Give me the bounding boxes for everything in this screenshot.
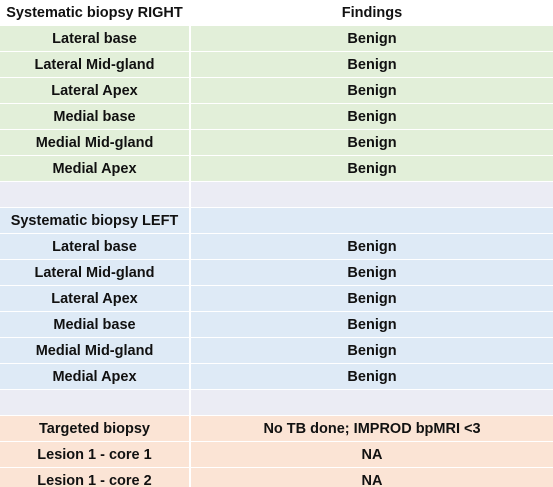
- table-cell: Medial Mid-gland: [0, 130, 191, 155]
- section-title-row: Systematic biopsy RIGHT Findings: [0, 0, 553, 26]
- table-cell: Benign: [191, 260, 553, 285]
- table-cell: Benign: [191, 130, 553, 155]
- section-title-row: Systematic biopsy LEFT: [0, 208, 553, 234]
- table-cell: Findings: [191, 0, 553, 25]
- table-row: Lateral base Benign: [0, 26, 553, 52]
- table-cell: [191, 182, 553, 207]
- table-cell: Lateral Apex: [0, 286, 191, 311]
- table-cell: Medial base: [0, 312, 191, 337]
- table-row: Medial Apex Benign: [0, 364, 553, 390]
- table-row: Lateral Apex Benign: [0, 286, 553, 312]
- table-cell: Lesion 1 - core 2: [0, 468, 191, 487]
- table-row: Lesion 1 - core 2 NA: [0, 468, 553, 487]
- table-row: Lateral Apex Benign: [0, 78, 553, 104]
- table-cell: Benign: [191, 234, 553, 259]
- table-cell: Medial Apex: [0, 156, 191, 181]
- table-cell: [191, 208, 553, 233]
- table-cell: Systematic biopsy RIGHT: [0, 0, 191, 25]
- table-cell: Medial Mid-gland: [0, 338, 191, 363]
- table-cell: Lesion 1 - core 1: [0, 442, 191, 467]
- table-cell: No TB done; IMPROD bpMRI <3: [191, 416, 553, 441]
- table-row: Lateral Mid-gland Benign: [0, 260, 553, 286]
- table-cell: [0, 182, 191, 207]
- table-row: Lesion 1 - core 1 NA: [0, 442, 553, 468]
- table-cell: Systematic biopsy LEFT: [0, 208, 191, 233]
- table-row: Medial base Benign: [0, 104, 553, 130]
- table-cell: Benign: [191, 156, 553, 181]
- spacer-row: [0, 182, 553, 208]
- table-cell: Medial base: [0, 104, 191, 129]
- table-cell: Benign: [191, 104, 553, 129]
- table-cell: NA: [191, 442, 553, 467]
- table-row: Lateral base Benign: [0, 234, 553, 260]
- table-cell: Lateral Mid-gland: [0, 52, 191, 77]
- table-row: Medial Apex Benign: [0, 156, 553, 182]
- table-cell: Lateral Mid-gland: [0, 260, 191, 285]
- table-cell: Benign: [191, 52, 553, 77]
- table-cell: Benign: [191, 78, 553, 103]
- table-cell: [191, 390, 553, 415]
- table-row: Medial base Benign: [0, 312, 553, 338]
- table-cell: Benign: [191, 312, 553, 337]
- table-cell: Lateral base: [0, 26, 191, 51]
- table-cell: Benign: [191, 364, 553, 389]
- table-row: Lateral Mid-gland Benign: [0, 52, 553, 78]
- section-title-row: Targeted biopsy No TB done; IMPROD bpMRI …: [0, 416, 553, 442]
- table-cell: Benign: [191, 286, 553, 311]
- table-row: Medial Mid-gland Benign: [0, 338, 553, 364]
- table-cell: Targeted biopsy: [0, 416, 191, 441]
- table-cell: [0, 390, 191, 415]
- table-cell: Medial Apex: [0, 364, 191, 389]
- table-cell: Lateral base: [0, 234, 191, 259]
- spacer-row: [0, 390, 553, 416]
- table-cell: NA: [191, 468, 553, 487]
- table-cell: Benign: [191, 26, 553, 51]
- table-cell: Benign: [191, 338, 553, 363]
- table-row: Medial Mid-gland Benign: [0, 130, 553, 156]
- table-cell: Lateral Apex: [0, 78, 191, 103]
